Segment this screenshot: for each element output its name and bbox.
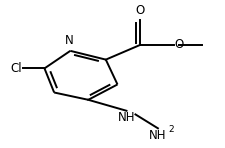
Text: NH: NH (148, 129, 166, 142)
Text: O: O (174, 38, 183, 51)
Text: O: O (135, 4, 144, 17)
Text: Cl: Cl (11, 62, 22, 75)
Text: 2: 2 (167, 125, 173, 134)
Text: NH: NH (117, 111, 135, 124)
Text: N: N (65, 34, 73, 47)
